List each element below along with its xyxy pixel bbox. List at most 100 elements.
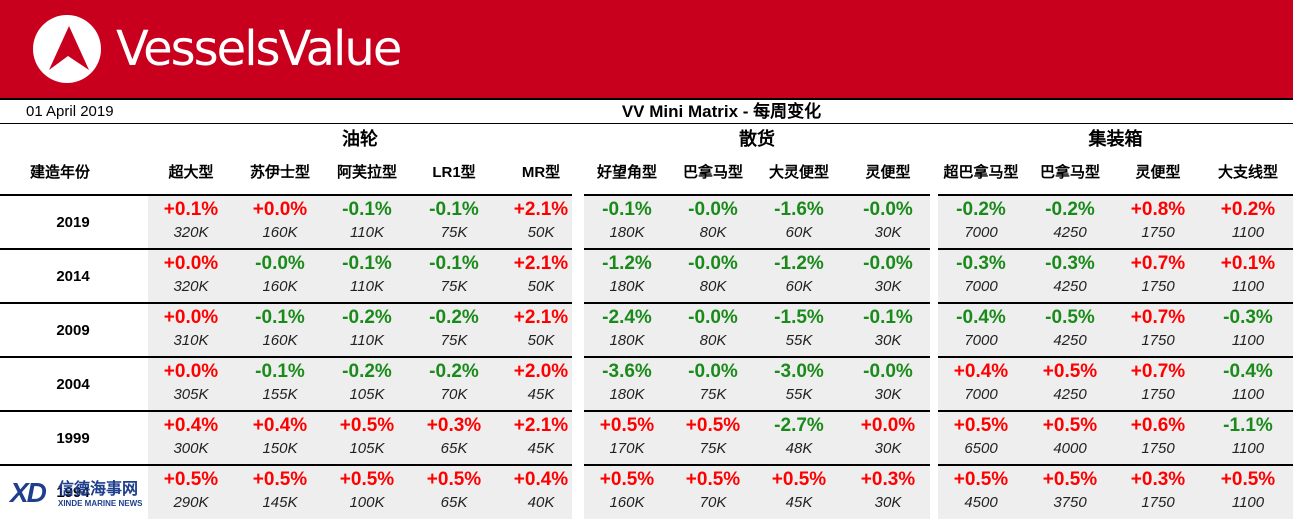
vessel-value: 50K — [527, 224, 555, 241]
row-separator — [938, 302, 1293, 304]
matrix-cell: +0.5% 170K — [584, 412, 670, 466]
weekly-change: -1.1% — [1223, 415, 1273, 436]
vessel-value: 1100 — [1231, 332, 1265, 349]
matrix-cell: +0.4% 7000 — [938, 358, 1024, 412]
weekly-change: -0.2% — [429, 307, 479, 328]
row-separator — [584, 410, 930, 412]
weekly-change: +0.0% — [860, 415, 916, 436]
matrix-cell: +0.5% 160K — [584, 466, 670, 519]
weekly-change: +0.5% — [953, 415, 1009, 436]
matrix-cell: +0.0% 320K — [148, 250, 234, 304]
weekly-change: +0.5% — [252, 469, 308, 490]
matrix-cell: -0.0% 160K — [237, 250, 323, 304]
weekly-change: +0.5% — [771, 469, 827, 490]
vessel-value: 170K — [609, 440, 645, 457]
matrix-cell: -0.1% 110K — [324, 196, 410, 250]
matrix-cell: -0.1% 30K — [845, 304, 931, 358]
vessel-value: 1750 — [1141, 278, 1175, 295]
matrix-cell: +2.1% 50K — [498, 304, 584, 358]
matrix-cell: +0.4% 300K — [148, 412, 234, 466]
vessel-value: 4250 — [1053, 224, 1087, 241]
weekly-change: +0.5% — [685, 415, 741, 436]
vessel-value: 70K — [440, 386, 468, 403]
matrix-cell: +0.6% 1750 — [1115, 412, 1201, 466]
column-header: 大灵便型 — [768, 164, 829, 181]
group-label: 散货 — [739, 129, 775, 149]
weekly-change: +0.3% — [1130, 469, 1186, 490]
matrix-cell: -2.7% 48K — [756, 412, 842, 466]
vessel-value: 30K — [874, 440, 902, 457]
weekly-change: -0.0% — [863, 199, 913, 220]
vessel-value: 70K — [699, 494, 727, 511]
matrix-cell: -1.6% 60K — [756, 196, 842, 250]
weekly-change: +0.5% — [339, 469, 395, 490]
column-header: 巴拿马型 — [1039, 164, 1100, 181]
matrix-cell: +0.3% 1750 — [1115, 466, 1201, 519]
vessel-value: 320K — [173, 224, 209, 241]
matrix-cell: +0.5% 1100 — [1205, 466, 1291, 519]
matrix-cell: -0.0% 30K — [845, 358, 931, 412]
weekly-change: -0.4% — [956, 307, 1006, 328]
column-header: 巴拿马型 — [682, 164, 743, 181]
weekly-change: +0.1% — [1220, 253, 1276, 274]
weekly-change: -3.6% — [602, 361, 652, 382]
matrix-cell: -1.2% 60K — [756, 250, 842, 304]
column-header: 超巴拿马型 — [943, 164, 1019, 181]
vessel-value: 50K — [527, 332, 555, 349]
vessel-value: 1750 — [1141, 440, 1175, 457]
weekly-change: +0.5% — [163, 469, 219, 490]
weekly-change: +0.0% — [163, 253, 219, 274]
matrix-cell: +0.0% 305K — [148, 358, 234, 412]
weekly-change: +0.0% — [252, 199, 308, 220]
weekly-change: +0.7% — [1130, 307, 1186, 328]
column-header: 大支线型 — [1217, 164, 1278, 181]
vessel-value: 4250 — [1053, 278, 1087, 295]
vessel-value: 6500 — [964, 440, 998, 457]
weekly-change: -0.2% — [1045, 199, 1095, 220]
row-separator — [0, 464, 572, 466]
year-column-header: 建造年份 — [29, 164, 90, 181]
weekly-change: -1.6% — [774, 199, 824, 220]
matrix-cell: +0.5% 4500 — [938, 466, 1024, 519]
column-header: MR型 — [521, 164, 561, 181]
vessel-value: 40K — [527, 494, 555, 511]
matrix-cell: -0.0% 75K — [670, 358, 756, 412]
matrix-cell: +0.0% 30K — [845, 412, 931, 466]
weekly-change: -0.3% — [1045, 253, 1095, 274]
vessel-value: 75K — [440, 278, 468, 295]
weekly-change: +0.4% — [513, 469, 569, 490]
matrix-cell: -0.1% 180K — [584, 196, 670, 250]
vessel-value: 1100 — [1231, 494, 1265, 511]
vessel-value: 160K — [262, 332, 298, 349]
title-divider — [0, 123, 1293, 124]
row-separator — [0, 356, 572, 358]
vessel-value: 48K — [785, 440, 813, 457]
vessel-value: 80K — [699, 278, 727, 295]
row-separator — [584, 194, 930, 196]
vessel-value: 30K — [874, 224, 902, 241]
matrix-cell: +0.3% 65K — [411, 412, 497, 466]
weekly-change: +0.5% — [599, 469, 655, 490]
weekly-change: -0.3% — [1223, 307, 1273, 328]
weekly-change: -0.1% — [342, 253, 392, 274]
matrix-cell: +0.5% 75K — [670, 412, 756, 466]
vessel-value: 305K — [173, 386, 209, 403]
matrix-cell: -0.0% 30K — [845, 196, 931, 250]
matrix-cell: -1.2% 180K — [584, 250, 670, 304]
weekly-change: -0.1% — [429, 199, 479, 220]
matrix-cell: -0.4% 1100 — [1205, 358, 1291, 412]
row-separator — [0, 302, 572, 304]
vessel-value: 105K — [349, 386, 385, 403]
matrix-cell: -0.3% 4250 — [1027, 250, 1113, 304]
matrix-cell: +0.0% 310K — [148, 304, 234, 358]
matrix-cell: -0.0% 30K — [845, 250, 931, 304]
weekly-change: -0.0% — [863, 253, 913, 274]
vessel-value: 160K — [609, 494, 645, 511]
weekly-change: +2.1% — [513, 253, 569, 274]
matrix-cell: -0.3% 7000 — [938, 250, 1024, 304]
matrix-cell: +0.5% 105K — [324, 412, 410, 466]
matrix-cell: +0.4% 40K — [498, 466, 584, 519]
vessel-value: 75K — [440, 224, 468, 241]
matrix-cell: -0.5% 4250 — [1027, 304, 1113, 358]
vessel-value: 1750 — [1141, 494, 1175, 511]
